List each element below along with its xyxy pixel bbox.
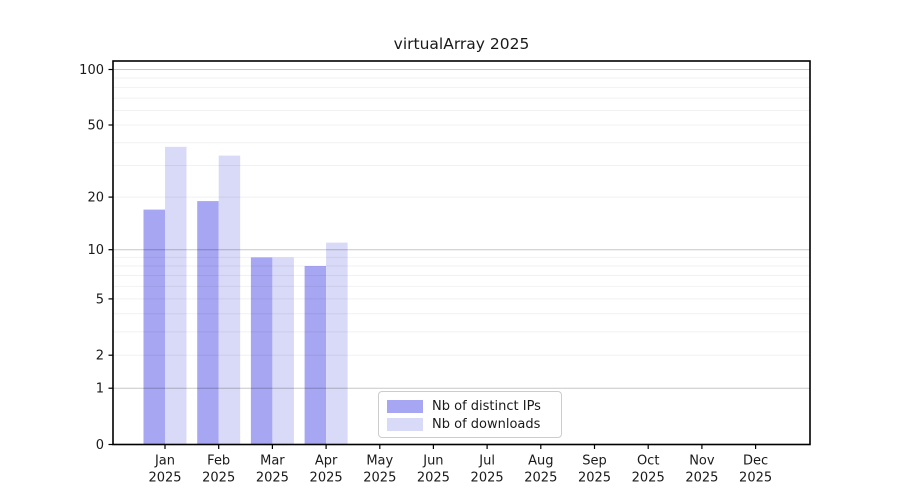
x-tick-label: Apr 2025 — [310, 454, 343, 486]
gridlines — [113, 69, 810, 389]
bar — [326, 242, 348, 445]
legend-item-downloads: Nb of downloads — [387, 416, 553, 432]
chart-title: virtualArray 2025 — [393, 35, 530, 53]
bar — [165, 146, 187, 445]
legend-swatch-downloads — [387, 417, 423, 431]
y-tick-label: 0 — [96, 438, 104, 453]
bar — [304, 266, 327, 445]
legend-swatch-distinct-ips — [387, 399, 423, 413]
x-tick-label: Nov 2025 — [685, 454, 718, 486]
y-tick-label: 100 — [79, 63, 104, 78]
x-tick-label: Feb 2025 — [202, 454, 235, 486]
x-tick-label: May 2025 — [363, 454, 396, 486]
bar — [272, 257, 294, 445]
plot-border — [112, 60, 811, 446]
bar — [143, 209, 165, 445]
bars — [143, 146, 348, 445]
x-axis: Jan 2025 Feb 2025 Mar 2025 Apr 2025 May 2025 Jun 20… — [148, 444, 772, 486]
y-tick-label: 5 — [96, 292, 104, 307]
x-tick-label: Dec 2025 — [739, 454, 772, 486]
y-tick-label: 2 — [96, 349, 104, 364]
y-axis: 0 1 2 5 10 20 50 100 — [79, 63, 113, 453]
x-tick-label: Aug 2025 — [524, 454, 557, 486]
x-tick-label: Jul 2025 — [471, 454, 504, 486]
y-tick-label: 10 — [87, 243, 104, 258]
y-tick-label: 20 — [87, 191, 104, 206]
bar — [218, 155, 241, 445]
x-tick-label: Sep 2025 — [578, 454, 611, 486]
x-tick-label: Oct 2025 — [632, 454, 665, 486]
legend-label-downloads: Nb of downloads — [432, 416, 541, 432]
x-tick-label: Jun 2025 — [417, 454, 450, 486]
y-tick-label: 1 — [96, 382, 104, 397]
legend: Nb of distinct IPs Nb of downloads — [378, 391, 562, 438]
legend-label-distinct-ips: Nb of distinct IPs — [432, 398, 541, 414]
x-tick-label: Mar 2025 — [256, 454, 289, 486]
y-tick-label: 50 — [87, 119, 104, 134]
x-tick-label: Jan 2025 — [148, 454, 181, 486]
bar — [250, 257, 273, 445]
legend-item-distinct-ips: Nb of distinct IPs — [387, 398, 553, 414]
bar — [197, 201, 219, 445]
